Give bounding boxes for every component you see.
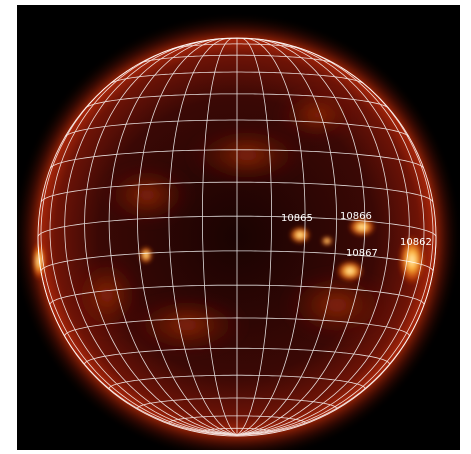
grid-longitude-line	[236, 46, 425, 436]
ar-label-10866: 10866	[340, 211, 372, 222]
sun-image: 10865 10866 10867 10862	[17, 12, 460, 450]
grid-longitude-line	[108, 38, 238, 436]
grid-longitude-line	[49, 46, 238, 436]
limb-outline	[37, 37, 437, 437]
bright-region-10865	[289, 226, 311, 244]
grid-longitude-line	[201, 37, 238, 436]
ar-label-10862: 10862	[400, 237, 432, 248]
ar-label-10867: 10867	[346, 248, 378, 259]
ar-label-10865: 10865	[281, 213, 313, 224]
bright-region-small	[321, 236, 333, 246]
grid-longitude-line	[236, 40, 410, 436]
grid-longitude-line	[236, 66, 434, 436]
bright-region-10867	[336, 260, 364, 282]
grid-longitude-line	[236, 38, 337, 436]
grid-longitude-line	[84, 39, 238, 436]
grid-longitude-line	[236, 37, 306, 436]
grid-longitude-line	[168, 37, 238, 436]
solar-image-frame: 10865 10866 10867 10862	[17, 5, 460, 450]
bright-region-west	[139, 246, 153, 264]
grid-longitude-line	[64, 40, 238, 436]
bright-region-10862	[398, 234, 426, 286]
bright-region-10866	[348, 217, 376, 237]
grid-longitude-line	[236, 37, 273, 436]
grid-longitude-line	[236, 39, 390, 436]
grid-longitude-line	[236, 38, 366, 436]
grid-longitude-line	[137, 38, 238, 436]
grid-longitude-line	[40, 66, 238, 436]
heliographic-grid	[37, 37, 437, 436]
